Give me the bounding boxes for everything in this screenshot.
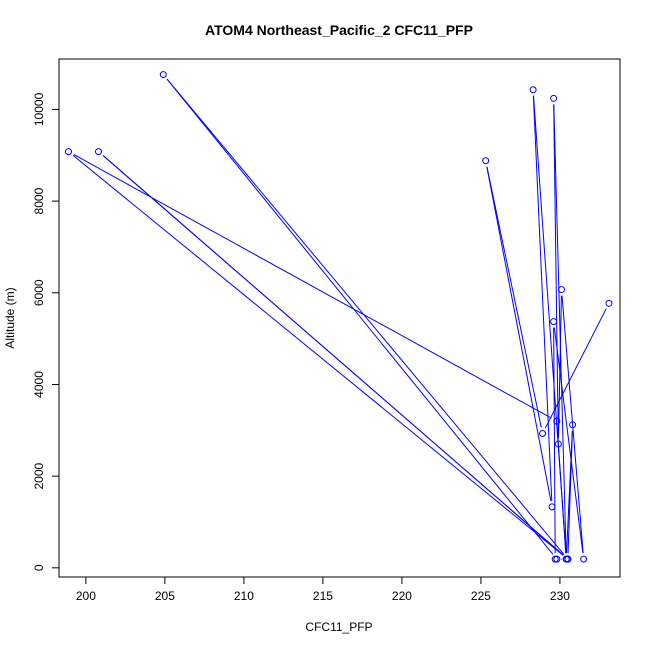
series-segment: [102, 155, 564, 556]
series-segment: [561, 295, 584, 554]
series-segment: [72, 155, 564, 556]
x-tick-label: 210: [234, 589, 254, 603]
data-point: [605, 299, 613, 307]
y-axis-label: Altitude (m): [3, 287, 17, 348]
x-axis: 200 205 210 215 220 225 230: [76, 576, 570, 603]
y-tick-label: 10000: [32, 92, 46, 126]
y-tick-label: 0: [32, 564, 46, 571]
data-point: [553, 555, 561, 563]
x-axis-label: CFC11_PFP: [305, 620, 372, 634]
data-point: [550, 94, 558, 102]
data-point: [553, 417, 561, 425]
data-point: [548, 503, 556, 511]
x-tick-label: 200: [76, 589, 96, 603]
data-point: [580, 555, 588, 563]
data-point: [569, 421, 577, 429]
series-segment: [73, 154, 552, 419]
data-point: [95, 148, 103, 156]
series-segment: [556, 427, 567, 554]
series-segment: [553, 104, 567, 554]
data-point: [159, 71, 167, 79]
y-tick-label: 6000: [32, 279, 46, 306]
series-segment: [557, 295, 562, 439]
series-segment: [553, 327, 584, 554]
series-segment: [486, 166, 542, 428]
series-segment: [166, 78, 565, 555]
chart-title: ATOM4 Northeast_Pacific_2 CFC11_PFP: [205, 22, 473, 38]
y-tick-label: 8000: [32, 187, 46, 214]
x-tick-label: 205: [155, 589, 175, 603]
series-segment: [553, 104, 559, 439]
data-point: [554, 440, 562, 448]
y-axis: 0 2000 4000 6000 8000 10000: [32, 92, 60, 571]
series-segment: [486, 166, 552, 502]
data-point: [564, 555, 572, 563]
x-tick-label: 215: [313, 589, 333, 603]
data-point: [64, 148, 72, 156]
data-point: [529, 86, 537, 94]
series-segment: [166, 78, 554, 555]
data-point: [550, 318, 558, 326]
data-point: [482, 157, 490, 165]
y-tick-label: 2000: [32, 462, 46, 489]
series-segment: [532, 95, 553, 501]
y-tick-label: 4000: [32, 371, 46, 398]
series-layer: [64, 71, 613, 563]
data-point: [539, 430, 547, 438]
series-segment: [566, 430, 573, 554]
data-point: [558, 286, 566, 294]
x-tick-label: 225: [471, 589, 491, 603]
x-tick-label: 220: [392, 589, 412, 603]
series-segment: [553, 327, 556, 554]
x-tick-label: 230: [550, 589, 570, 603]
